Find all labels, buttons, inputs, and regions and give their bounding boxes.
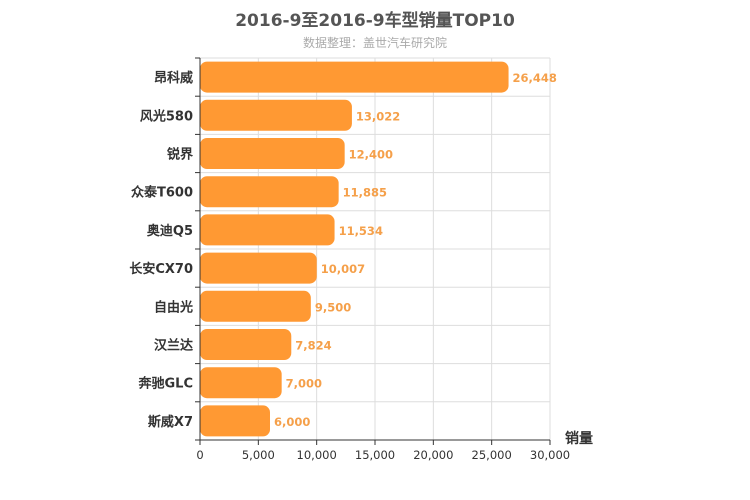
axes: 0 5,000 10,000 15,000 20,000 25,000 30,000 昂科威风… [129,57,593,462]
bar [200,99,352,131]
bar [200,367,282,399]
value-label: 6,000 [274,415,310,429]
category-label: 自由光 [154,299,193,315]
bar [200,290,311,322]
x-tick-label: 25,000 [472,448,512,462]
grid-lines [200,57,551,441]
chart-title: 2016-9至2016-9车型销量TOP10 [235,11,515,31]
category-label: 众泰T600 [131,185,193,201]
x-tick-label: 5,000 [242,448,275,462]
x-tick-label: 20,000 [413,448,453,462]
x-tick-label: 30,000 [530,448,570,462]
bar [200,329,292,360]
category-label: 斯威X7 [148,414,193,430]
value-label: 11,534 [339,224,383,238]
x-tick-label: 10,000 [297,448,337,462]
category-label: 昂科威 [154,70,193,86]
x-tick-label: 0 [196,448,203,462]
value-label: 10,007 [321,262,365,276]
x-axis-title: 销量 [565,430,593,447]
bar [200,405,270,437]
chart-subtitle: 数据整理：盖世汽车研究院 [302,36,447,50]
value-label: 7,000 [286,377,322,391]
bar [200,252,317,284]
value-label: 13,022 [356,109,400,123]
bar [200,61,509,93]
bar [200,214,335,246]
value-label: 12,400 [349,148,393,162]
value-label: 26,448 [513,71,557,85]
category-label: 风光580 [140,108,193,124]
value-label: 9,500 [315,300,351,314]
category-label: 奔驰GLC [138,376,194,392]
value-label: 11,885 [343,186,387,200]
bar [200,176,339,208]
bar [200,138,345,169]
x-tick-label: 15,000 [355,448,395,462]
category-label: 长安CX70 [129,261,193,277]
category-label: 锐界 [167,147,193,163]
category-label: 汉兰达 [154,338,193,354]
bars: 26,448 13,022 12,400 11,885 11,534 10,007 9,50… [200,61,557,437]
category-label: 奥迪Q5 [147,223,193,239]
value-label: 7,824 [295,339,331,353]
